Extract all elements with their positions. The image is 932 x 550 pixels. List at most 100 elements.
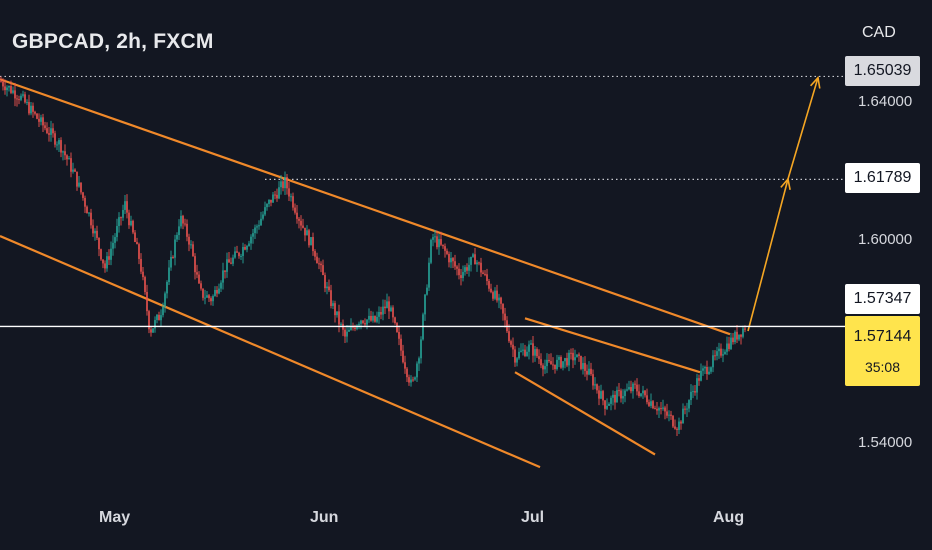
candle-body — [622, 396, 624, 399]
candle-body — [344, 329, 346, 337]
candle-body — [126, 201, 128, 213]
candle-body — [696, 378, 698, 393]
candle-body — [286, 177, 288, 189]
candle-body — [636, 384, 638, 392]
currency-label: CAD — [862, 24, 896, 41]
candle-body — [630, 387, 632, 392]
inner-channel-bottom — [514, 371, 656, 456]
candle-body — [450, 258, 452, 263]
candle-body — [254, 227, 256, 234]
candle-body — [2, 81, 4, 87]
candle-body — [428, 262, 430, 288]
candle-body — [660, 408, 662, 410]
candle-body — [102, 259, 104, 264]
candle-body — [24, 94, 26, 103]
candle-body — [740, 334, 742, 337]
candle-body — [532, 343, 534, 356]
candle-body — [500, 297, 502, 304]
candle-body — [732, 337, 734, 343]
candle-body — [434, 236, 436, 238]
candle-body — [196, 272, 198, 275]
candle-body — [210, 298, 212, 302]
candle-body — [512, 344, 514, 350]
candle-body — [296, 212, 298, 219]
candle-body — [644, 390, 646, 396]
candle-body — [314, 251, 316, 257]
candle-body — [650, 401, 652, 406]
candle-body — [504, 313, 506, 321]
candle-body — [744, 328, 746, 330]
candle-body — [608, 403, 610, 406]
candle-body — [162, 306, 164, 316]
candle-body — [358, 323, 360, 326]
candle-body — [308, 230, 310, 246]
candle-body — [578, 354, 580, 356]
candle-body — [206, 295, 208, 298]
candle-body — [28, 102, 30, 114]
candle-body — [280, 181, 282, 188]
candle-body — [350, 326, 352, 330]
projection-arrow — [747, 75, 821, 332]
candle-body — [558, 357, 560, 360]
candle-body — [738, 334, 740, 340]
candle-body — [720, 348, 722, 356]
candle-body — [538, 356, 540, 360]
candle-body — [366, 319, 368, 325]
candle-body — [278, 187, 280, 199]
candle-body — [624, 390, 626, 397]
candle-body — [510, 341, 512, 345]
candle-body — [34, 111, 36, 114]
candle-body — [150, 329, 152, 333]
candle-body — [376, 316, 378, 322]
candle-body — [270, 199, 272, 203]
candle-body — [170, 256, 172, 268]
candle-body — [356, 325, 358, 330]
candle-body — [248, 243, 250, 247]
candle-body — [316, 256, 318, 264]
candle-body — [488, 281, 490, 289]
candle-body — [598, 390, 600, 399]
candle-body — [456, 266, 458, 269]
candle-body — [736, 331, 738, 340]
candle-body — [336, 311, 338, 316]
candle-body — [218, 288, 220, 294]
candle-body — [526, 351, 528, 356]
candle-body — [408, 377, 410, 383]
candle-body — [152, 328, 154, 333]
candle-body — [138, 244, 140, 259]
candle-body — [100, 249, 102, 260]
candle-body — [640, 393, 642, 397]
candle-body — [454, 261, 456, 267]
candle-body — [76, 171, 78, 187]
candle-body — [22, 94, 24, 96]
candle-body — [132, 220, 134, 233]
candle-body — [96, 230, 98, 238]
candle-body — [388, 301, 390, 312]
candle-body — [520, 350, 522, 352]
candle-body — [30, 105, 32, 114]
candle-body — [298, 218, 300, 221]
candle-body — [618, 390, 620, 392]
candle-body — [160, 315, 162, 321]
candle-body — [686, 408, 688, 410]
candle-body — [670, 414, 672, 416]
candle-body — [134, 232, 136, 242]
candle-body — [556, 359, 558, 370]
candle-body — [384, 306, 386, 309]
current-price-tag: 1.57144 35:08 — [845, 316, 920, 386]
candle-body — [586, 370, 588, 375]
candle-body — [690, 391, 692, 401]
candle-body — [310, 237, 312, 246]
candle-body — [144, 277, 146, 292]
candle-body — [476, 262, 478, 265]
candle-body — [86, 206, 88, 214]
candle-body — [590, 368, 592, 375]
candle-body — [292, 196, 294, 208]
candle-body — [234, 251, 236, 258]
candle-body — [166, 282, 168, 294]
candle-body — [332, 303, 334, 306]
candle-body — [156, 314, 158, 321]
candle-body — [404, 362, 406, 369]
candle-body — [652, 401, 654, 409]
